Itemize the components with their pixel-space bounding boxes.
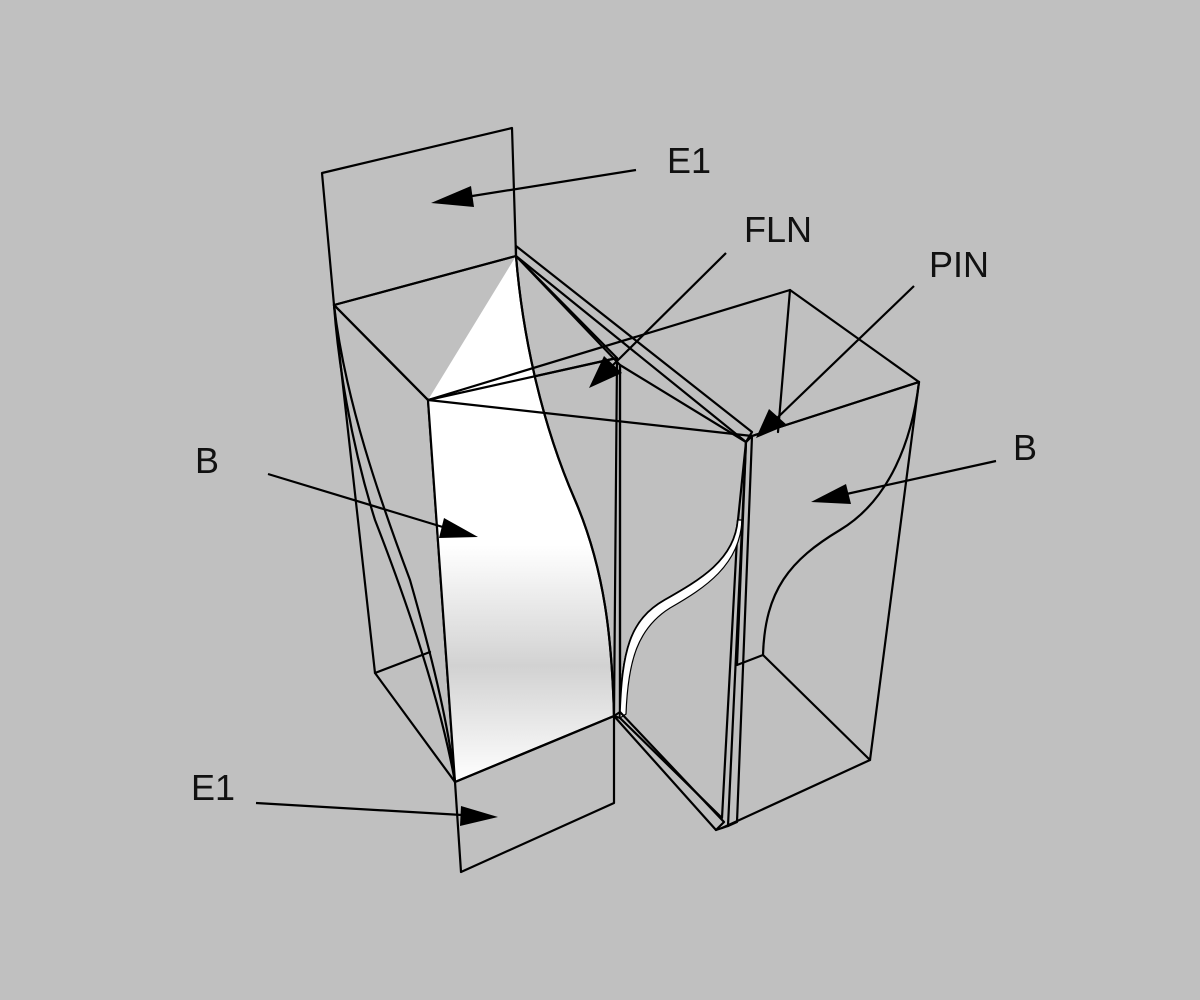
fln-plate-face-left <box>514 254 622 720</box>
label-e1-top: E1 <box>667 140 711 181</box>
e1-bottom-flap <box>453 714 616 874</box>
pointer-fln <box>589 252 727 388</box>
e1-top-flap <box>320 126 518 307</box>
pointer-e1-top <box>431 168 637 207</box>
left-block <box>320 126 619 874</box>
left-block-side-surface <box>332 303 457 784</box>
right-block <box>426 288 921 832</box>
right-block-front-column <box>726 434 754 828</box>
fln-white-sliver <box>619 519 743 720</box>
pointer-pin <box>756 285 915 438</box>
fln-plate-face-right <box>618 363 748 720</box>
pointer-b-right <box>811 459 997 504</box>
label-fln: FLN <box>744 209 812 250</box>
label-pin: PIN <box>929 244 989 285</box>
left-block-rear-edge <box>332 303 457 784</box>
left-block-front-surface <box>428 256 614 782</box>
right-block-front-surface <box>735 380 921 667</box>
label-b-right: B <box>1013 427 1037 468</box>
right-block-rear-edge <box>776 288 792 434</box>
label-b-left: B <box>195 440 219 481</box>
pointer-b-left <box>267 472 478 538</box>
right-block-front-base <box>714 824 730 832</box>
right-block-base-edge <box>761 653 872 762</box>
left-block-rear-base <box>373 650 432 675</box>
left-block-inner-curve <box>332 303 457 784</box>
label-e1-bottom: E1 <box>191 767 235 808</box>
pointer-e1-bottom <box>255 801 498 826</box>
fln-plate-bottom-edge <box>612 710 726 832</box>
